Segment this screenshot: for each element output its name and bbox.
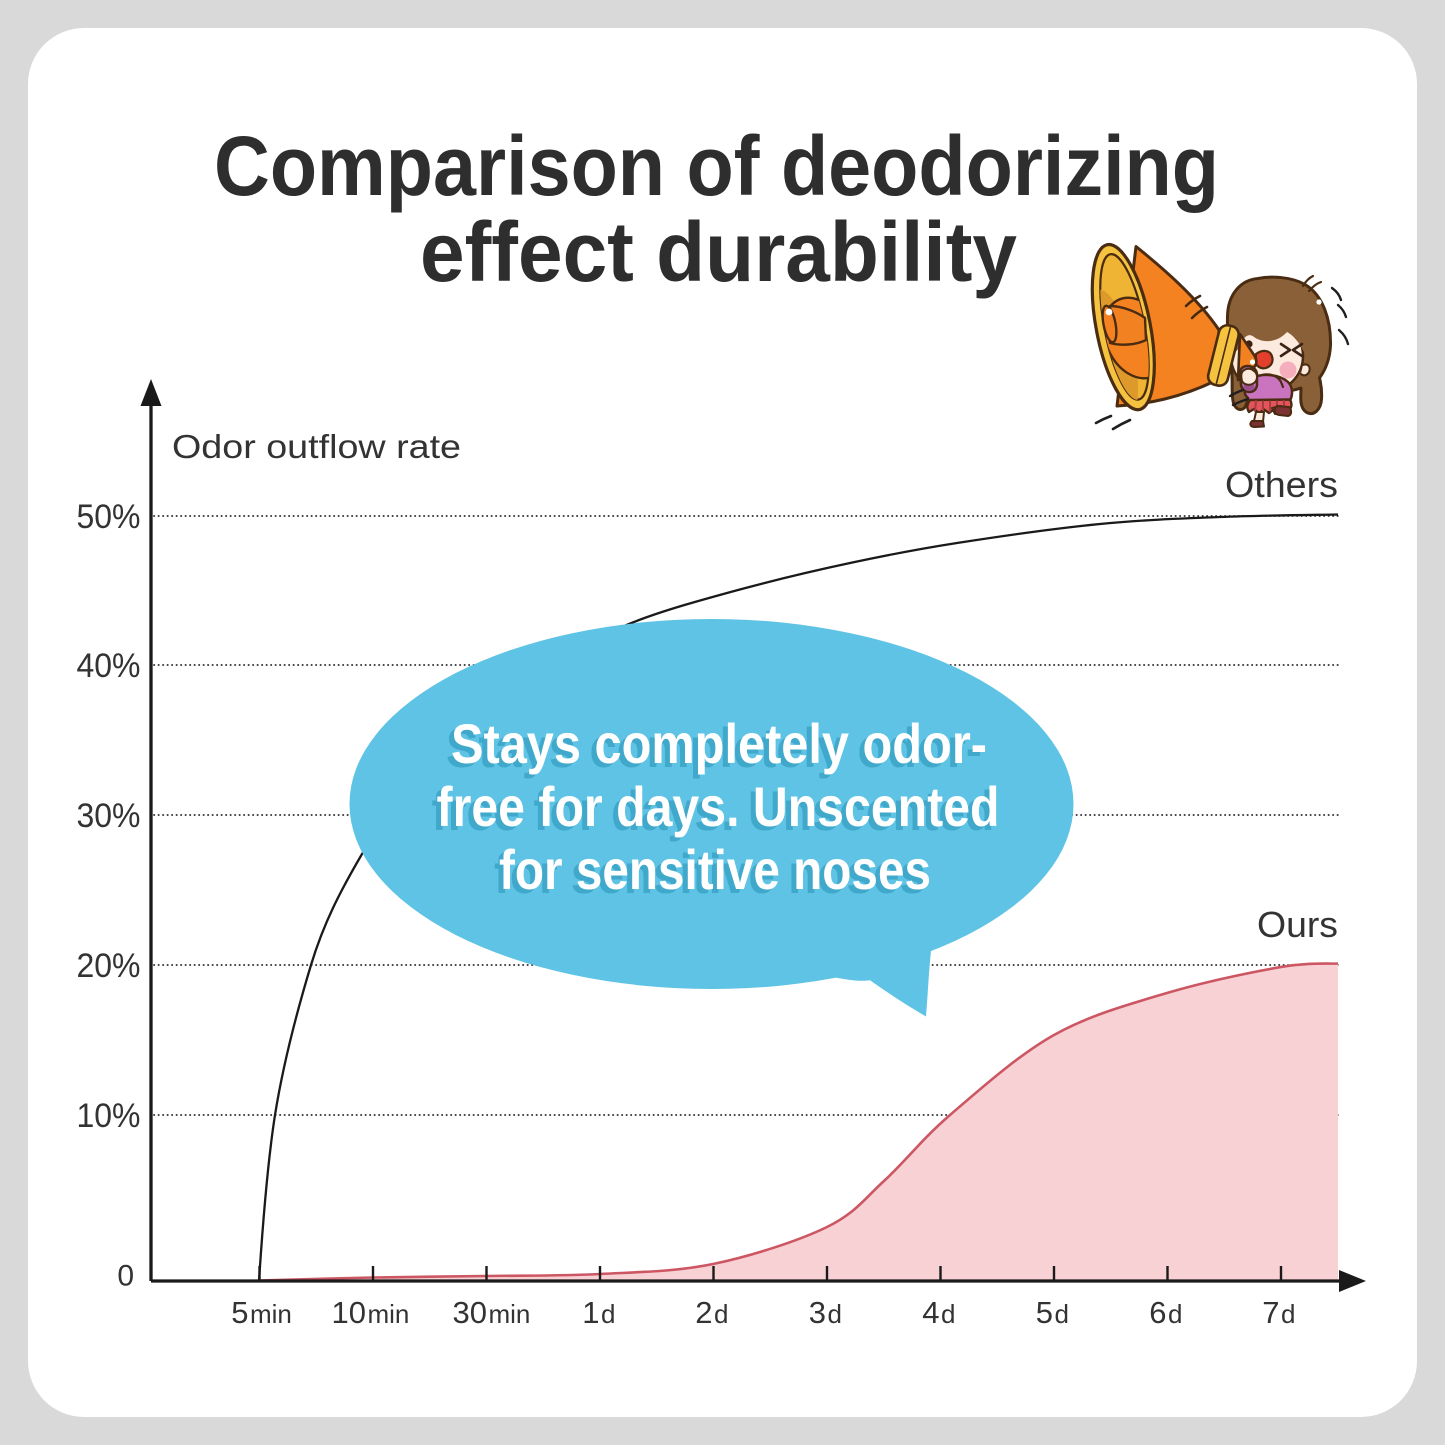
svg-text:min: min bbox=[368, 1299, 410, 1329]
svg-text:Ours: Ours bbox=[1257, 904, 1338, 945]
svg-text:d: d bbox=[941, 1299, 955, 1329]
svg-text:5: 5 bbox=[231, 1295, 248, 1330]
svg-text:free for days. Unscented: free for days. Unscented bbox=[437, 775, 1000, 838]
svg-text:for sensitive noses: for sensitive noses bbox=[494, 842, 926, 905]
svg-text:d: d bbox=[828, 1299, 842, 1329]
svg-text:Others: Others bbox=[1225, 464, 1338, 505]
svg-text:min: min bbox=[489, 1299, 531, 1329]
svg-text:10%: 10% bbox=[77, 1097, 141, 1135]
svg-text:Stays completely odor-: Stays completely odor- bbox=[446, 716, 982, 779]
svg-text:50%: 50% bbox=[77, 498, 141, 536]
svg-text:6: 6 bbox=[1149, 1295, 1166, 1330]
svg-text:d: d bbox=[1281, 1299, 1295, 1329]
svg-text:4: 4 bbox=[922, 1295, 939, 1330]
svg-text:30%: 30% bbox=[77, 797, 141, 835]
svg-text:10: 10 bbox=[332, 1295, 366, 1330]
svg-text:d: d bbox=[1168, 1299, 1182, 1329]
svg-text:effect durability: effect durability bbox=[420, 205, 1017, 299]
svg-text:d: d bbox=[601, 1299, 615, 1329]
svg-text:1: 1 bbox=[582, 1295, 599, 1330]
svg-text:30: 30 bbox=[453, 1295, 487, 1330]
svg-text:0: 0 bbox=[117, 1260, 134, 1293]
svg-text:for sensitive noses: for sensitive noses bbox=[499, 838, 931, 901]
svg-text:Comparison of deodorizing: Comparison of deodorizing bbox=[214, 119, 1219, 213]
svg-text:40%: 40% bbox=[77, 647, 141, 685]
svg-text:20%: 20% bbox=[77, 947, 141, 985]
svg-text:d: d bbox=[714, 1299, 728, 1329]
svg-text:Stays completely odor-: Stays completely odor- bbox=[451, 712, 987, 775]
svg-text:free for days. Unscented: free for days. Unscented bbox=[432, 779, 995, 842]
svg-text:2: 2 bbox=[695, 1295, 712, 1330]
svg-text:5: 5 bbox=[1036, 1295, 1053, 1330]
svg-text:d: d bbox=[1055, 1299, 1069, 1329]
svg-text:min: min bbox=[250, 1299, 292, 1329]
svg-text:7: 7 bbox=[1262, 1295, 1279, 1330]
svg-text:Odor outflow rate: Odor outflow rate bbox=[172, 428, 461, 465]
svg-text:3: 3 bbox=[809, 1295, 826, 1330]
